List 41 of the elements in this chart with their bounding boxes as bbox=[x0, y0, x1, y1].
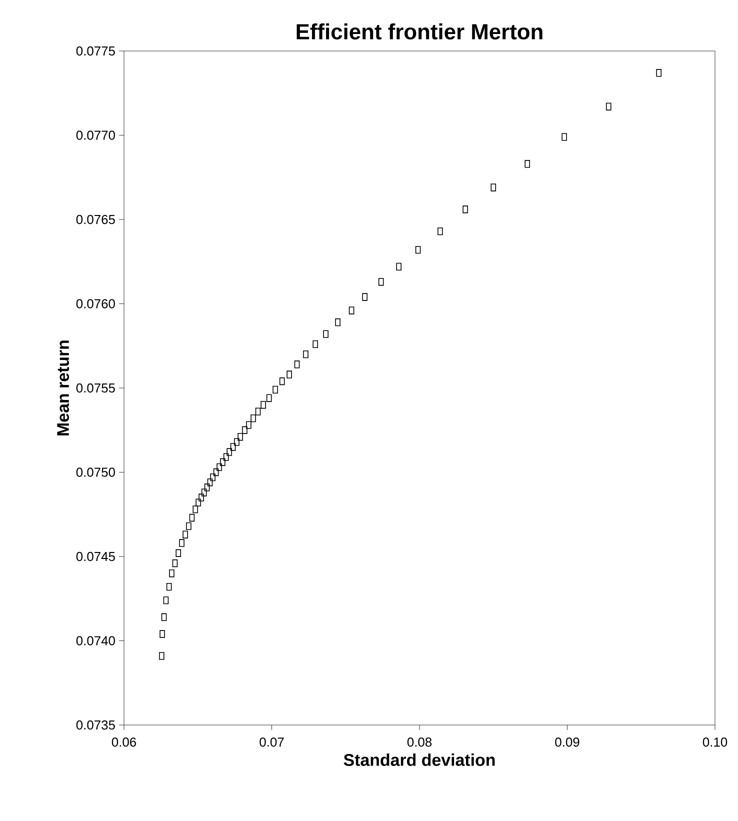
x-tick-label: 0.07 bbox=[260, 738, 284, 747]
point bbox=[189, 514, 195, 522]
point bbox=[656, 69, 662, 77]
point bbox=[192, 505, 198, 514]
point bbox=[230, 443, 236, 451]
x-tick-label: 0.10 bbox=[702, 738, 728, 747]
x-tick-label: 0.08 bbox=[407, 738, 432, 747]
point bbox=[415, 246, 421, 254]
point bbox=[201, 488, 207, 496]
x-tick-label: 0.09 bbox=[555, 738, 580, 747]
y-tick-label: 0.0770 bbox=[76, 130, 115, 140]
point bbox=[279, 377, 285, 386]
point bbox=[213, 468, 219, 476]
chart-title: Efficient frontier Merton bbox=[296, 23, 542, 40]
y-tick-label: 0.0755 bbox=[76, 383, 115, 393]
point bbox=[490, 184, 496, 192]
point bbox=[524, 160, 530, 168]
point bbox=[378, 278, 384, 286]
y-tick-label: 0.0740 bbox=[76, 636, 115, 646]
point bbox=[176, 549, 182, 557]
point bbox=[266, 394, 272, 402]
point bbox=[204, 484, 210, 492]
point bbox=[166, 582, 172, 591]
y-tick-label: 0.0750 bbox=[76, 468, 115, 477]
point bbox=[161, 613, 167, 622]
point bbox=[207, 478, 213, 486]
point bbox=[294, 360, 300, 368]
y-tick-label: 0.0745 bbox=[76, 552, 115, 562]
y-tick-label: 0.0765 bbox=[76, 214, 115, 224]
point bbox=[606, 102, 612, 110]
point bbox=[172, 559, 178, 568]
point bbox=[255, 408, 261, 416]
y-axis-title: Mean return bbox=[57, 340, 70, 436]
x-tick-label: 0.06 bbox=[112, 738, 136, 747]
point bbox=[223, 453, 229, 461]
point bbox=[348, 306, 354, 314]
y-tick-label: 0.0735 bbox=[76, 720, 115, 730]
point bbox=[163, 596, 169, 604]
x-axis-title: Standard deviation bbox=[344, 754, 495, 766]
y-tick-label: 0.0760 bbox=[76, 299, 115, 308]
y-tick-label: 0.0775 bbox=[76, 46, 115, 56]
